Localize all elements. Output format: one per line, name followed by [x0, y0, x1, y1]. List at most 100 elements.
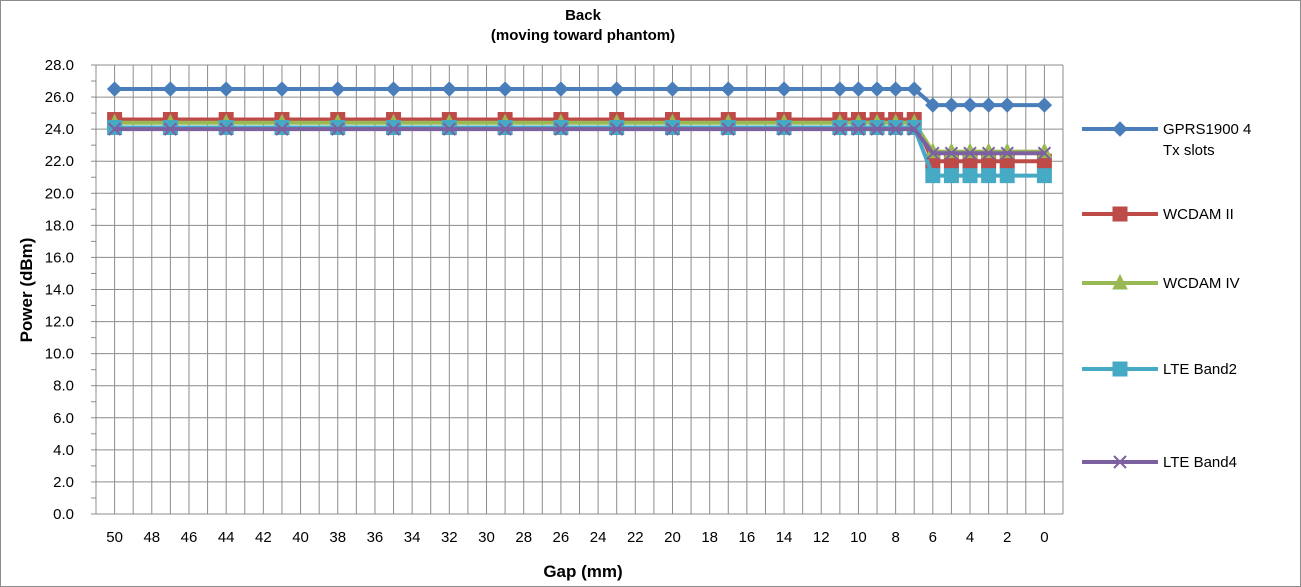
legend-label: GPRS1900 4: [1163, 121, 1251, 138]
data-point: [554, 122, 568, 136]
data-point: [776, 81, 792, 97]
data-point: [777, 122, 791, 136]
data-point: [331, 122, 345, 136]
data-point: [962, 97, 978, 113]
legend-label: WCDAM IV: [1163, 275, 1240, 292]
data-point: [962, 168, 978, 184]
data-point: [907, 122, 921, 136]
data-point: [162, 81, 179, 97]
data-point-stroke: [888, 122, 903, 136]
data-point: [107, 122, 122, 136]
x-tick-label: 26: [553, 529, 570, 546]
x-tick-label: 48: [143, 529, 160, 546]
x-tick-labels: 50 48 46 44 42 40 38 36 34 32 30 28 26 24 22 20 18 16 14 12…: [106, 529, 1048, 546]
x-tick-label: 0: [1040, 529, 1048, 546]
data-point: [385, 81, 402, 97]
data-point-stroke: [1113, 455, 1127, 469]
x-tick-label: 38: [329, 529, 346, 546]
data-point-stroke: [1037, 146, 1052, 160]
series-group: [106, 81, 1053, 184]
data-point-stroke: [944, 146, 959, 160]
data-point: [943, 168, 959, 184]
data-point: [330, 81, 346, 97]
data-point: [1000, 146, 1014, 160]
x-axis-label: Gap (mm): [543, 562, 622, 581]
data-point: [1112, 121, 1128, 137]
data-point-stroke: [275, 122, 289, 136]
y-tick-label: 0.0: [53, 506, 74, 523]
data-point-stroke: [1000, 146, 1014, 160]
data-point: [441, 81, 458, 97]
x-tick-label: 14: [776, 529, 793, 546]
data-point: [163, 122, 178, 136]
y-axis-label: Power (dBm): [17, 238, 36, 343]
x-tick-label: 50: [106, 529, 123, 546]
data-point: [963, 146, 977, 160]
data-point-stroke: [907, 122, 921, 136]
x-tick-label: 16: [739, 529, 756, 546]
series-1: [106, 81, 1053, 113]
x-tick-label: 36: [367, 529, 384, 546]
x-tick-label: 8: [891, 529, 899, 546]
data-point: [1112, 361, 1128, 377]
data-point: [498, 122, 512, 136]
series-line: [114, 127, 1045, 156]
x-tick-label: 30: [478, 529, 495, 546]
legend-item-4: LTE Band2: [1082, 361, 1237, 378]
legend-item-2: WCDAM II: [1082, 206, 1234, 223]
data-point-stroke: [609, 122, 624, 136]
data-point: [609, 122, 624, 136]
data-point: [906, 81, 922, 97]
legend-label: LTE Band4: [1163, 454, 1237, 471]
data-point: [1112, 273, 1128, 290]
x-tick-label: 28: [515, 529, 532, 546]
legend-label: LTE Band2: [1163, 361, 1237, 378]
legend-label: WCDAM II: [1163, 206, 1234, 223]
x-tick-label: 20: [664, 529, 681, 546]
data-point: [888, 122, 903, 136]
data-point-stroke: [331, 122, 345, 136]
y-tick-label: 24.0: [45, 121, 74, 138]
data-point: [1036, 97, 1053, 113]
data-point-stroke: [498, 122, 512, 136]
data-point: [850, 81, 867, 97]
data-point: [832, 81, 848, 97]
y-tick-labels: 0.0 2.0 4.0 6.0 8.0 10.0 12.0 14.0 16.0 18.0 20.0 2…: [45, 57, 74, 523]
y-tick-label: 10.0: [45, 346, 74, 363]
data-point: [1113, 455, 1127, 469]
x-tick-label: 22: [627, 529, 644, 546]
y-tick-label: 26.0: [45, 89, 74, 106]
data-point: [553, 81, 569, 97]
x-tick-label: 40: [292, 529, 309, 546]
legend-item-3: WCDAM IV: [1082, 273, 1240, 292]
chart-subtitle: (moving toward phantom): [491, 27, 675, 44]
data-point: [981, 168, 997, 184]
y-tick-label: 20.0: [45, 185, 74, 202]
data-point: [981, 146, 996, 160]
axes: [91, 64, 1063, 515]
data-point-stroke: [851, 122, 866, 136]
data-point: [999, 97, 1015, 113]
data-point: [870, 122, 884, 136]
data-point-stroke: [926, 146, 940, 160]
x-tick-label: 6: [929, 529, 937, 546]
data-point: [219, 122, 233, 136]
data-point: [664, 81, 681, 97]
data-point: [926, 146, 940, 160]
y-tick-label: 12.0: [45, 314, 74, 331]
x-tick-label: 4: [966, 529, 974, 546]
data-point-stroke: [721, 122, 735, 136]
x-tick-label: 42: [255, 529, 272, 546]
data-point: [386, 122, 401, 136]
data-point: [869, 81, 885, 97]
x-tick-label: 10: [850, 529, 867, 546]
data-point: [218, 81, 234, 97]
data-point-stroke: [219, 122, 233, 136]
data-point-stroke: [870, 122, 884, 136]
data-point-stroke: [963, 146, 977, 160]
data-point: [608, 81, 625, 97]
x-tick-label: 2: [1003, 529, 1011, 546]
y-tick-label: 22.0: [45, 153, 74, 170]
